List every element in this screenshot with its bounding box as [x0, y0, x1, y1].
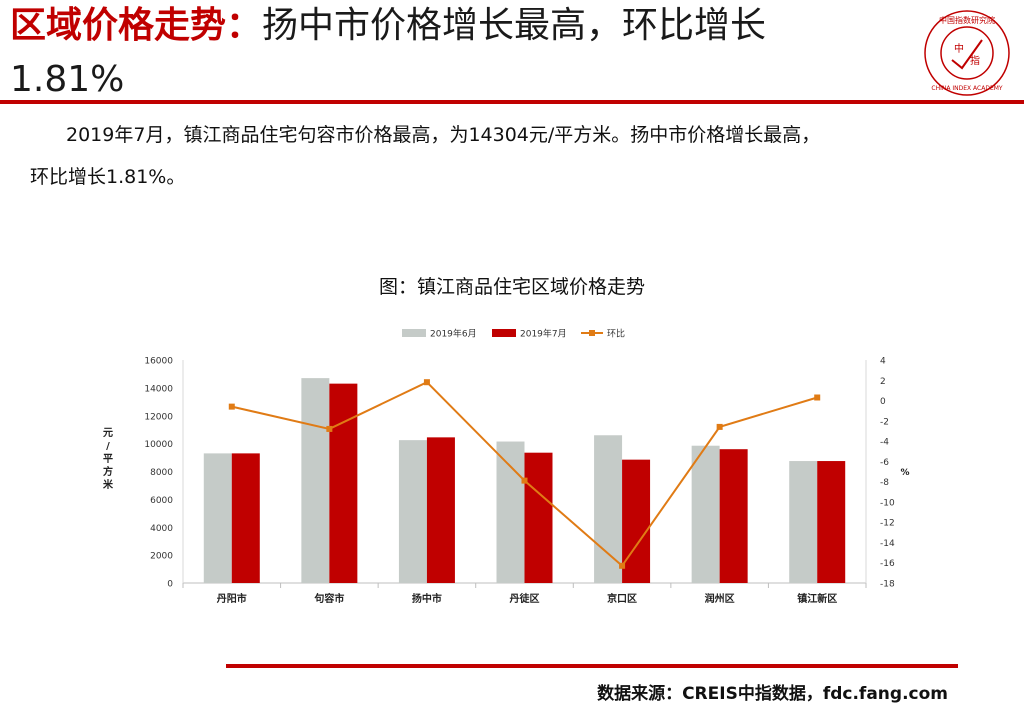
bar-july — [329, 383, 358, 583]
y-right-tick-label: 4 — [880, 357, 886, 367]
bar-july — [524, 452, 553, 583]
mom-change-point — [326, 425, 333, 432]
y-left-tick-label: 16000 — [144, 357, 173, 367]
mom-change-point — [619, 562, 626, 569]
bar-june — [594, 435, 623, 583]
bar-june — [789, 461, 818, 583]
bar-june — [203, 453, 232, 583]
y-left-axis-title-char: 米 — [103, 478, 114, 491]
chart-title: 图：镇江商品住宅区域价格走势 — [378, 276, 645, 298]
data-source: 数据来源：CREIS中指数据，fdc.fang.com — [597, 684, 948, 704]
y-left-tick-label: 2000 — [150, 552, 173, 562]
legend-swatch — [492, 329, 516, 337]
y-right-tick-label: -16 — [880, 559, 895, 569]
y-right-tick-label: 2 — [880, 377, 886, 387]
x-tick-label: 句容市 — [314, 592, 344, 605]
page-title-line2: 1.81% — [10, 59, 125, 100]
y-left-axis-title-char: / — [106, 441, 110, 452]
bar-june — [398, 440, 427, 583]
logo-text-center-1: 中 — [954, 42, 964, 55]
y-right-axis-title: % — [900, 468, 909, 478]
china-index-academy-logo: 中国指数研究院 中 指 CHINA INDEX ACADEMY — [924, 10, 1010, 96]
bar-july — [426, 437, 455, 583]
header-divider — [0, 100, 1024, 104]
mom-change-point — [228, 403, 235, 410]
y-left-tick-label: 14000 — [144, 384, 173, 394]
legend-label: 2019年7月 — [520, 328, 567, 340]
x-tick-label: 润州区 — [705, 592, 735, 605]
bar-june — [691, 445, 720, 583]
logo-text-center-2: 指 — [970, 54, 980, 67]
y-right-tick-label: 0 — [880, 397, 886, 407]
page-title-main: 扬中市价格增长最高，环比增长 — [262, 5, 767, 46]
summary-line-2: 环比增长1.81%。 — [30, 166, 186, 188]
page-title-highlight: 区域价格走势： — [10, 5, 263, 46]
x-tick-label: 京口区 — [607, 592, 637, 605]
page-title: 区域价格走势：扬中市价格增长最高，环比增长 — [10, 4, 910, 54]
y-left-tick-label: 10000 — [144, 440, 173, 450]
y-left-tick-label: 12000 — [144, 412, 173, 422]
bar-june — [301, 378, 330, 583]
x-tick-label: 丹徒区 — [510, 592, 540, 605]
y-right-tick-label: -2 — [880, 417, 889, 427]
x-tick-label: 扬中市 — [412, 592, 442, 605]
legend-marker — [589, 330, 595, 336]
y-left-tick-label: 6000 — [150, 496, 173, 506]
bar-june — [496, 441, 525, 583]
y-right-tick-label: -12 — [880, 519, 895, 529]
y-left-axis-title-char: 平 — [103, 453, 113, 465]
bar-july — [817, 461, 846, 583]
bar-july — [719, 449, 748, 583]
y-left-tick-label: 8000 — [150, 468, 173, 478]
x-tick-label: 镇江新区 — [797, 592, 837, 605]
legend-label: 环比 — [607, 328, 625, 340]
y-left-axis-title-char: 元 — [103, 427, 113, 439]
y-right-tick-label: -10 — [880, 498, 895, 508]
y-right-tick-label: -4 — [880, 438, 889, 448]
mom-change-point — [423, 379, 430, 386]
mom-change-point — [716, 423, 723, 430]
legend-label: 2019年6月 — [430, 328, 477, 340]
y-right-tick-label: -18 — [880, 580, 895, 590]
y-right-tick-label: -14 — [880, 539, 895, 549]
y-left-tick-label: 0 — [167, 580, 173, 590]
mom-change-point — [521, 477, 528, 484]
y-right-tick-label: -8 — [880, 478, 889, 488]
footer-divider — [226, 664, 958, 668]
logo-text-bottom: CHINA INDEX ACADEMY — [931, 85, 1003, 92]
summary-line-1: 2019年7月，镇江商品住宅句容市价格最高，为14304元/平方米。扬中市价格增… — [66, 124, 821, 146]
y-left-tick-label: 4000 — [150, 524, 173, 534]
y-left-axis-title-char: 方 — [103, 465, 113, 478]
bar-july — [622, 459, 651, 583]
bar-july — [231, 453, 260, 583]
legend-swatch — [402, 329, 426, 337]
x-tick-label: 丹阳市 — [217, 592, 247, 605]
summary-text: 2019年7月，镇江商品住宅句容市价格最高，为14304元/平方米。扬中市价格增… — [30, 114, 1000, 198]
logo-text-top: 中国指数研究院 — [939, 15, 995, 25]
y-right-tick-label: -6 — [880, 458, 889, 468]
mom-change-point — [814, 394, 821, 401]
